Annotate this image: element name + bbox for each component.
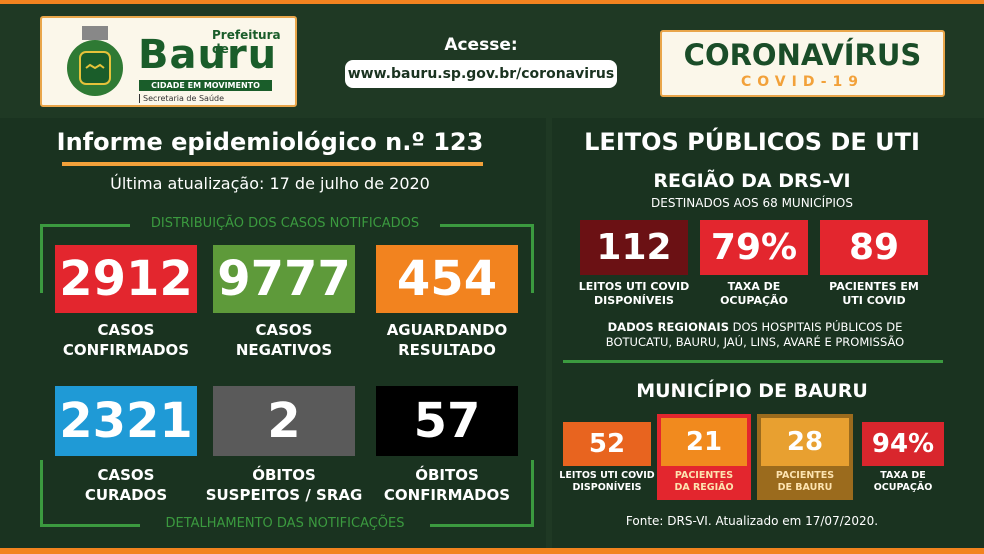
card-label: CASOS [255,321,313,339]
card-label: TAXA DE [880,470,926,481]
card-label: CURADOS [84,485,168,504]
card-label: CASOS [97,321,155,339]
card-label: AGUARDANDO [386,321,508,339]
source: Fonte: DRS-VI. Atualizado em 17/07/2020. [625,514,879,528]
card-label: DA REGIÃO [674,482,734,494]
access-label: Acesse: [444,35,518,55]
coat-of-arms [67,26,123,96]
prefeitura: Prefeitura de [212,28,281,56]
card-value: 454 [376,245,518,313]
subtitle: DESTINADOS AOS 68 MUNICÍPIOS [651,196,853,210]
right-title: LEITOS PÚBLICOS DE UTI [584,128,920,156]
card-label: NEGATIVOS [235,340,333,359]
separator [563,360,943,363]
card-label: ÓBITOS [252,466,316,484]
card-label: OCUPAÇÃO [873,482,933,494]
updated: Última atualização: 17 de julho de 2020 [110,174,430,193]
left-title: Informe epidemiológico n.º 123 [56,128,484,156]
top-border [0,0,984,4]
card-value: 2 [213,386,355,456]
card-value: 94% [862,422,944,466]
badge: CORONAVÍRUS COVID-19 [660,30,945,97]
card-value: 9777 [213,245,355,313]
top-label: DISTRIBUIÇÃO DOS CASOS NOTIFICADOS [130,216,440,231]
logo-box: Prefeitura de Bauru CIDADE EM MOVIMENTO … [40,16,297,107]
card-label: PACIENTES [775,470,835,481]
department: Secretaria de Saúde [139,94,224,103]
municipal-title: MUNICÍPIO DE BAURU [636,380,868,402]
card-label: CONFIRMADOS [62,340,190,359]
title-underline [62,162,483,166]
card-label: RESULTADO [398,340,496,359]
card-value: 112 [580,220,688,275]
card-value: 2321 [55,386,197,456]
card-value: 89 [820,220,928,275]
region: REGIÃO DA DRS-VI [653,170,851,192]
card-label: TAXA DE [727,280,781,293]
city: Bauru [138,32,278,78]
url: www.bauru.sp.gov.br/coronavirus [345,60,617,88]
card-label: PACIENTES [674,470,734,481]
badge-title: CORONAVÍRUS [683,38,922,72]
left-panel [0,118,546,548]
card-label: OCUPAÇÃO [720,294,788,308]
card-label: LEITOS UTI COVID [578,280,690,293]
card-label: UTI COVID [842,294,906,308]
card-value: 2912 [55,245,197,313]
card-label: PACIENTES EM [829,280,919,293]
card-value: 21 [661,418,747,466]
card-value: 79% [700,220,808,275]
card-value: 28 [761,418,849,466]
bottom-label: DETALHAMENTO DAS NOTIFICAÇÕES [140,516,430,531]
card-value: 52 [563,422,651,466]
bottom-border [0,548,984,554]
card-label: DISPONÍVEIS [594,294,674,308]
card-label: ÓBITOS [415,466,479,484]
card-label: CONFIRMADOS [383,485,511,504]
card-label: CASOS [97,466,155,484]
badge-subtitle: COVID-19 [740,74,865,90]
slogan: CIDADE EM MOVIMENTO [139,80,272,91]
card-label: DISPONÍVEIS [572,482,642,494]
note-bold: DADOS REGIONAIS [607,320,729,334]
note-text: DOS HOSPITAIS PÚBLICOS DE BOTUCATU, BAUR… [605,320,905,349]
note: DADOS REGIONAIS DOS HOSPITAIS PÚBLICOS D… [580,320,930,350]
card-label: LEITOS UTI COVID [559,470,655,481]
card-label: DE BAURU [777,482,833,494]
card-label: SUSPEITOS / SRAG [205,485,363,504]
card-value: 57 [376,386,518,456]
